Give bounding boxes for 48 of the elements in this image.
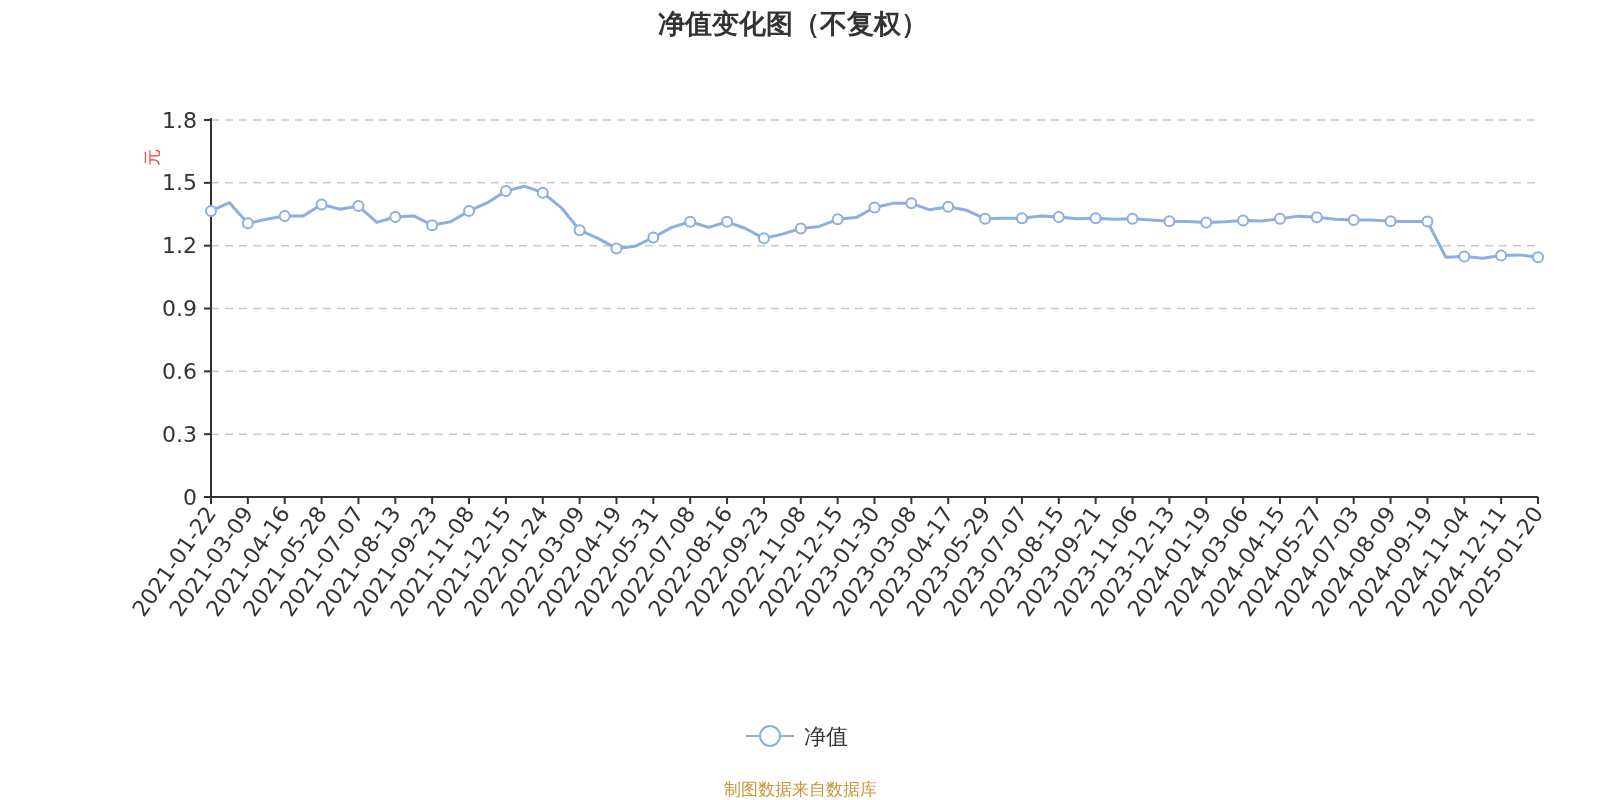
y-tick-label: 0.3 <box>162 421 197 447</box>
text: 制图数据来自数据库 <box>723 779 877 799</box>
y-tick-label: 0.9 <box>162 296 197 321</box>
point <box>241 217 254 230</box>
point <box>1495 249 1508 262</box>
point <box>1421 215 1434 228</box>
y-tick-label: 0.6 <box>162 358 197 384</box>
point <box>757 232 770 245</box>
point <box>1347 213 1360 226</box>
y-tick-label: 0 <box>183 484 197 510</box>
point <box>315 198 328 211</box>
point <box>278 209 291 222</box>
point <box>499 185 512 197</box>
point <box>1015 212 1028 225</box>
point <box>573 224 586 237</box>
point <box>647 231 660 244</box>
point <box>1126 212 1139 225</box>
point <box>721 215 734 228</box>
point <box>979 212 992 225</box>
point <box>1273 212 1286 225</box>
point <box>1089 212 1102 225</box>
y-tick-label: 1.8 <box>162 107 197 133</box>
point <box>389 210 402 223</box>
point <box>831 213 844 226</box>
y-tick-label: 1.5 <box>162 170 197 196</box>
chart-title: 净值变化图（不复权） <box>658 8 928 39</box>
point <box>1237 214 1250 227</box>
point <box>905 197 918 210</box>
point <box>536 186 549 199</box>
point <box>684 215 697 228</box>
point <box>426 219 439 232</box>
point <box>1384 215 1397 228</box>
point <box>1458 250 1471 263</box>
point <box>1310 211 1323 224</box>
point <box>463 204 476 217</box>
point <box>205 204 217 217</box>
point <box>1200 216 1213 229</box>
y-tick-label: 1.2 <box>162 233 197 259</box>
point <box>1052 210 1065 223</box>
point <box>868 201 881 214</box>
point <box>794 222 807 235</box>
point <box>610 242 623 255</box>
point <box>942 200 955 213</box>
point <box>1532 251 1544 264</box>
legend-label: 净值 <box>804 723 848 749</box>
point <box>1163 215 1176 228</box>
y-axis-title: 元 <box>142 148 162 166</box>
point <box>352 200 365 213</box>
